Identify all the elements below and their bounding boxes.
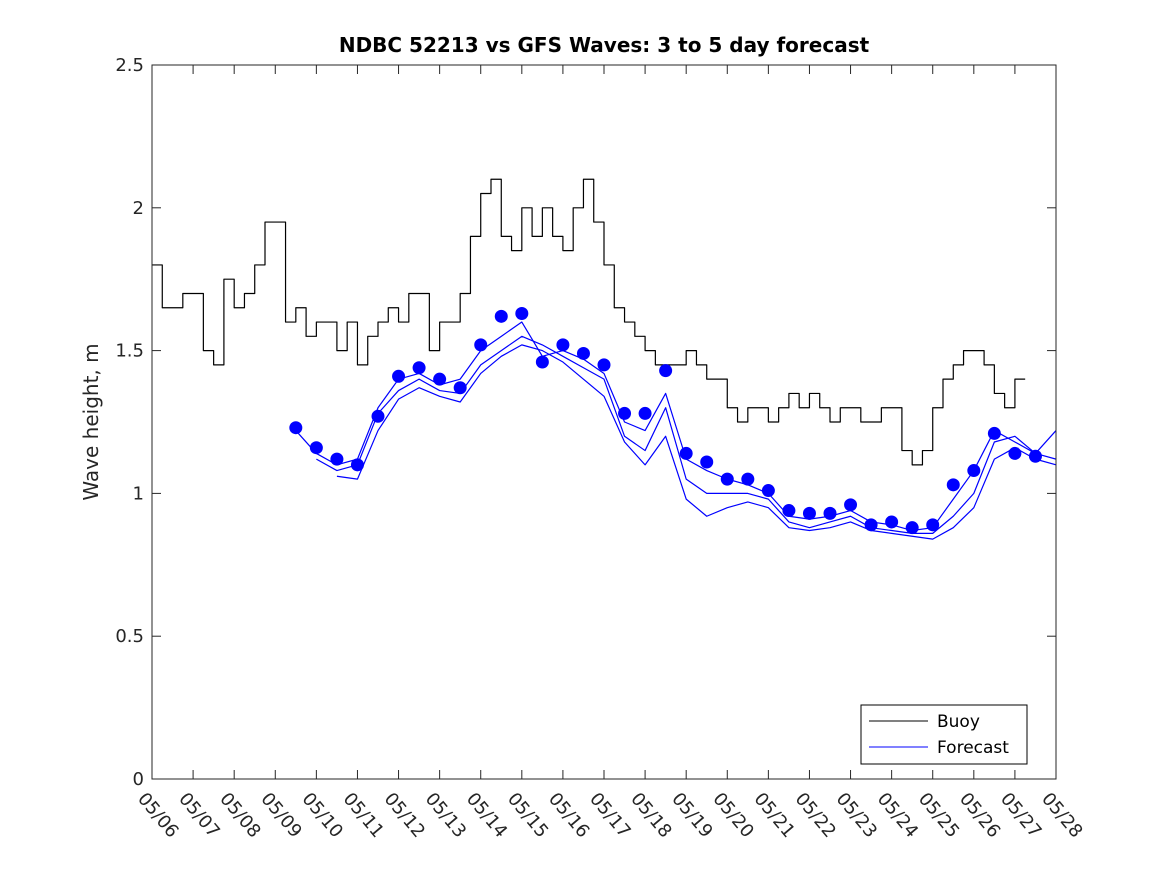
- forecast-point: [618, 406, 632, 420]
- forecast-point: [802, 506, 816, 520]
- forecast-point: [741, 472, 755, 486]
- buoy-series-line: [152, 178, 1026, 466]
- legend: Buoy Forecast: [860, 704, 1028, 765]
- forecast-point: [453, 381, 467, 395]
- forecast-point: [309, 441, 323, 455]
- forecast-point: [371, 409, 385, 423]
- y-tick-label: 2.5: [115, 55, 144, 76]
- forecast-point: [535, 355, 549, 369]
- y-tick-label: 1: [133, 483, 144, 504]
- chart-title: NDBC 52213 vs GFS Waves: 3 to 5 day fore…: [339, 33, 870, 57]
- forecast-point: [515, 306, 529, 320]
- legend-buoy-label: Buoy: [937, 712, 980, 732]
- forecast-point: [659, 364, 673, 378]
- y-axis-label: Wave height, m: [79, 343, 103, 500]
- forecast-run-line-4: [336, 344, 1057, 540]
- forecast-run-line-3: [316, 335, 1057, 534]
- forecast-point: [597, 358, 611, 372]
- forecast-point: [576, 346, 590, 360]
- forecast-point: [946, 478, 960, 492]
- forecast-point: [289, 421, 303, 435]
- y-tick-label: 2: [133, 198, 144, 219]
- forecast-point: [1008, 446, 1022, 460]
- forecast-point: [474, 338, 488, 352]
- forecast-point: [782, 504, 796, 518]
- forecast-point: [638, 406, 652, 420]
- forecast-run-line-2: [295, 321, 1057, 532]
- y-tick-label: 1.5: [115, 341, 144, 362]
- forecast-point: [905, 521, 919, 535]
- forecast-point: [392, 369, 406, 383]
- series-layer: [152, 178, 1057, 540]
- forecast-point: [412, 361, 426, 375]
- legend-forecast-label: Forecast: [937, 738, 1009, 758]
- forecast-point: [494, 309, 508, 323]
- forecast-point: [556, 338, 570, 352]
- forecast-point: [761, 484, 775, 498]
- legend-box: [860, 704, 1028, 765]
- y-tick-label: 0: [133, 769, 144, 790]
- forecast-point: [700, 455, 714, 469]
- y-tick-label: 0.5: [115, 626, 144, 647]
- forecast-point: [844, 498, 858, 512]
- forecast-point: [823, 506, 837, 520]
